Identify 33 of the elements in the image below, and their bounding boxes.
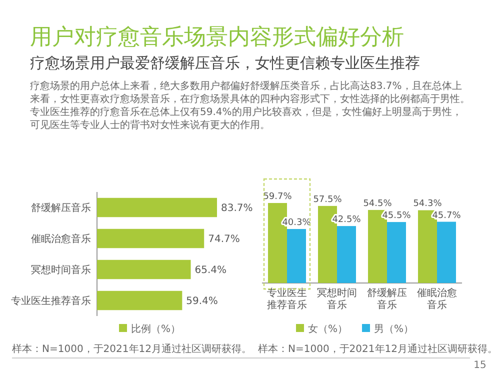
y-tick-label: 催眠治愈音乐 bbox=[31, 233, 91, 245]
legend-label: 男（%） bbox=[374, 324, 414, 335]
data-label: 54.5% bbox=[363, 198, 392, 209]
bar bbox=[97, 228, 204, 248]
chart-title: 用户对疗愈音乐场景内容形式偏好分析 bbox=[30, 24, 404, 52]
data-label: 65.4% bbox=[194, 265, 227, 276]
data-label: 54.3% bbox=[413, 199, 442, 210]
y-tick-label: 舒缓解压音乐 bbox=[31, 202, 91, 214]
text: 疗愈场景的用户总体上来看，绝大多数用户都偏好舒缓解压类音乐，占比高达83.7%，且在总体上来看，女性更喜欢疗愈场景音乐，在疗愈场景具体的四种内容形式下，女性选择的比例都高于男性。专业医生推荐的疗愈音乐在总体上仅有59.4%的用户比较喜欢，但是，女性偏好上明显高于男性，可见医生等专业人士的背书对女性来说有更大的作用。 bbox=[30, 80, 470, 132]
legend-label: 比例（%） bbox=[131, 323, 181, 335]
text: 样本：N=1000，于2021年12月通过社区调研获得。 bbox=[258, 343, 498, 355]
bar bbox=[287, 228, 306, 283]
legend-label: 女（%） bbox=[308, 323, 348, 335]
chart-subtitle: 疗愈场景用户最爱舒缓解压音乐，女性更信赖专业医生推荐 bbox=[30, 54, 420, 73]
data-label: 57.5% bbox=[313, 194, 342, 205]
bar bbox=[97, 198, 217, 218]
bar bbox=[437, 222, 456, 283]
legend: 比例（%） bbox=[119, 324, 181, 335]
text: 样本：N=1000，于2021年12月通过社区调研获得。 bbox=[12, 343, 252, 355]
y-tick-label: 冥想时间音乐 bbox=[31, 264, 91, 276]
x-tick-label: 冥想时间音乐 bbox=[317, 287, 357, 311]
bar bbox=[337, 226, 356, 283]
data-label: 59.7% bbox=[263, 192, 292, 202]
bar bbox=[97, 290, 182, 310]
data-label: 83.7% bbox=[221, 203, 253, 214]
x-tick-label: 专业医生推荐音乐 bbox=[267, 287, 307, 311]
bar bbox=[387, 222, 406, 283]
x-tick-label: 舒缓解压音乐 bbox=[367, 287, 407, 311]
data-label: 74.7% bbox=[208, 234, 240, 245]
text: 15 bbox=[474, 360, 486, 371]
bar bbox=[97, 260, 191, 280]
x-tick-label: 催眠治愈音乐 bbox=[417, 287, 457, 311]
data-label: 59.4% bbox=[186, 296, 218, 307]
